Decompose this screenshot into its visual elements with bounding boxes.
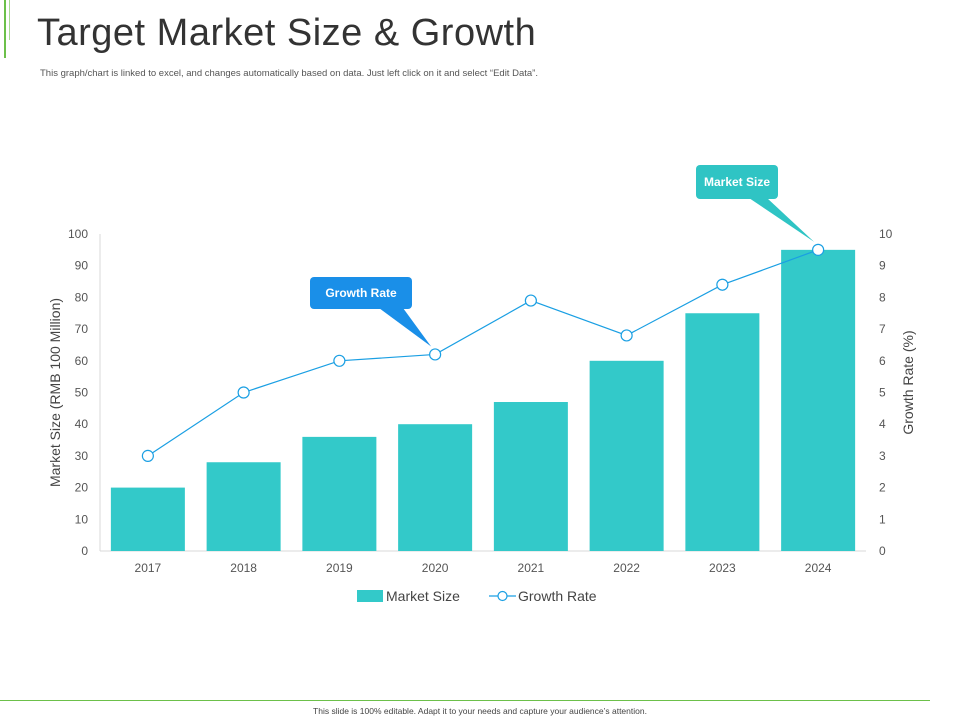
x-tick-label: 2017 [135, 561, 162, 575]
accent-bar-thin [9, 0, 10, 40]
y-tick-label: 60 [75, 354, 89, 368]
y2-axis-title: Growth Rate (%) [900, 330, 916, 434]
line-growth-rate [147, 249, 819, 457]
y-tick-label: 40 [75, 417, 89, 431]
callout-tail [749, 198, 815, 242]
market-growth-chart: 0 10 20 30 40 50 60 70 80 90 100 0 1 2 3 4 5 6 7 8 9 10 Market… [47, 165, 916, 604]
y-tick-label: 80 [75, 290, 89, 304]
y-tick-label: 0 [81, 544, 88, 558]
point-growth-rate [141, 449, 154, 462]
page-title: Target Market Size & Growth [37, 12, 537, 54]
bar-market-size [493, 402, 568, 551]
y2-tick-label: 7 [879, 322, 886, 336]
callout-box [310, 277, 412, 309]
point-growth-rate [524, 294, 537, 307]
y2-tick-label: 3 [879, 449, 886, 463]
x-tick-label: 2019 [326, 561, 353, 575]
point-growth-rate [620, 329, 633, 342]
y-tick-label: 70 [75, 322, 89, 336]
x-tick-label: 2024 [805, 561, 832, 575]
y-tick-label: 100 [68, 227, 88, 241]
legend-swatch-market-size [357, 590, 383, 602]
bar-market-size [589, 360, 664, 551]
y2-tick-label: 2 [879, 481, 886, 495]
bar-market-size [110, 487, 185, 551]
footer-note: This slide is 100% editable. Adapt it to… [313, 706, 647, 716]
callout-label: Growth Rate [325, 286, 397, 300]
legend-label-market-size: Market Size [386, 588, 460, 604]
y-tick-label: 90 [75, 259, 89, 273]
callout-label: Market Size [704, 175, 770, 189]
point-growth-rate [429, 348, 442, 361]
y2-tick-label: 6 [879, 354, 886, 368]
y2-tick-label: 8 [879, 290, 886, 304]
y-tick-label: 20 [75, 481, 89, 495]
point-growth-rate [333, 354, 346, 367]
footer-divider [0, 700, 930, 701]
legend-marker-growth-rate [497, 590, 508, 602]
y2-tick-label: 5 [879, 386, 886, 400]
x-tick-label: 2023 [709, 561, 736, 575]
bar-market-size [685, 313, 760, 551]
x-tick-label: 2021 [518, 561, 545, 575]
bar-market-size [398, 424, 473, 551]
y-axis-title: Market Size (RMB 100 Million) [47, 298, 63, 487]
point-growth-rate [716, 278, 729, 291]
bar-market-size [302, 436, 377, 551]
y2-tick-label: 10 [879, 227, 893, 241]
x-tick-label: 2022 [613, 561, 640, 575]
y2-tick-label: 9 [879, 259, 886, 273]
callout-box [696, 165, 778, 199]
y-tick-label: 50 [75, 386, 89, 400]
legend-label-growth-rate: Growth Rate [518, 588, 597, 604]
accent-bar [4, 0, 6, 58]
point-growth-rate [237, 386, 250, 399]
page-subtitle: This graph/chart is linked to excel, and… [40, 68, 538, 79]
callout-tail [379, 308, 432, 347]
bar-market-size [781, 249, 856, 551]
y-tick-label: 10 [75, 512, 89, 526]
y2-tick-label: 0 [879, 544, 886, 558]
x-tick-label: 2018 [230, 561, 257, 575]
bar-market-size [206, 462, 281, 551]
y2-tick-label: 1 [879, 512, 886, 526]
point-growth-rate [812, 243, 825, 256]
y-tick-label: 30 [75, 449, 89, 463]
y2-tick-label: 4 [879, 417, 886, 431]
x-tick-label: 2020 [422, 561, 449, 575]
